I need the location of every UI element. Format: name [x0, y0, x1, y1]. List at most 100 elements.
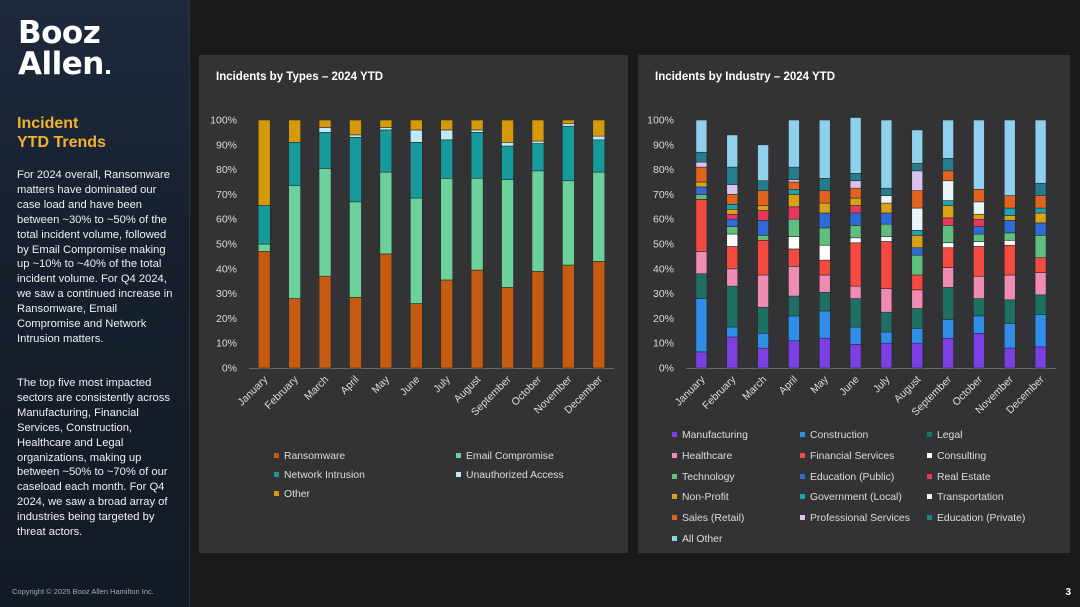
bar-segment-professional-services-august: [911, 170, 924, 191]
bar-segment-network-intrusion-november: [562, 125, 575, 182]
bar-segment-ransomware-february: [288, 298, 301, 369]
bar-segment-education-private-march: [757, 180, 769, 191]
legend-label: Sales (Retail): [682, 513, 745, 525]
bar-segment-education-private-february: [726, 166, 739, 185]
y-tick-label: 60%: [216, 214, 237, 226]
y-tick-label: 60%: [653, 214, 674, 226]
legend-swatch: [927, 452, 932, 458]
bar-segment-real-estate-october: [973, 218, 985, 227]
y-tick-label: 40%: [653, 263, 674, 275]
legend-swatch: [927, 515, 932, 521]
bar-segment-other-august: [470, 119, 484, 131]
bar-segment-email-compromise-july: [440, 177, 454, 281]
y-tick-label: 90%: [216, 139, 237, 151]
bar-segment-network-intrusion-march: [318, 132, 332, 169]
bar-segment-consulting-november: [1003, 239, 1016, 246]
legend-item-government-local: Government (Local): [800, 492, 902, 503]
legend-item-ransomware: Ransomware: [274, 451, 345, 462]
bar-segment-email-compromise-october: [531, 170, 545, 272]
bar-segment-email-compromise-december: [592, 171, 606, 262]
bar-segment-network-intrusion-february: [288, 142, 301, 187]
bar-segment-non-profit-may: [818, 202, 831, 214]
bar-segment-technology-march: [757, 235, 769, 241]
sidebar-title-line2: YTD Trends: [17, 134, 106, 151]
bar-segment-manufacturing-february: [726, 336, 739, 369]
bar-segment-construction-may: [818, 310, 831, 339]
bar-segment-unauthorized-access-august: [470, 129, 484, 133]
legend-swatch: [800, 432, 805, 437]
bar-segment-education-private-august: [911, 163, 924, 172]
bar-segment-education-public-may: [818, 212, 831, 229]
bar-segment-education-public-october: [973, 226, 985, 235]
bar-segment-construction-july: [880, 331, 893, 344]
bar-segment-government-local-september: [942, 200, 954, 206]
legend-label: Consulting: [937, 450, 987, 462]
bar-segment-all-other-july: [880, 119, 893, 189]
bar-segment-healthcare-november: [1003, 274, 1016, 301]
bar-segment-education-public-february: [726, 218, 739, 227]
bar-segment-education-public-november: [1003, 220, 1016, 234]
legend-item-education-public: Education (Public): [800, 472, 894, 483]
y-tick-label: 30%: [216, 288, 237, 300]
legend-item-other: Other: [274, 489, 310, 500]
legend-item-transportation: Transportation: [927, 492, 1004, 503]
bar-segment-ransomware-january: [257, 251, 271, 369]
bar-segment-construction-march: [757, 332, 769, 349]
bar-segment-professional-services-june: [849, 180, 862, 189]
bar-segment-legal-march: [757, 306, 769, 334]
bar-segment-manufacturing-january: [695, 351, 708, 369]
bar-segment-education-private-may: [818, 177, 831, 191]
bar-segment-other-may: [379, 119, 393, 128]
bar-segment-unauthorized-access-october: [531, 140, 545, 144]
legend-label: Construction: [810, 430, 869, 441]
legend-swatch: [672, 515, 677, 521]
x-tick-label: February: [700, 373, 739, 412]
bar-segment-education-public-june: [849, 212, 862, 226]
bar-segment-manufacturing-april: [788, 340, 800, 369]
bar-segment-healthcare-august: [911, 289, 924, 309]
legend-label: Unauthorized Access: [466, 470, 564, 481]
bar-segment-unauthorized-access-july: [440, 129, 454, 141]
bar-segment-construction-february: [726, 326, 739, 338]
y-tick-label: 50%: [653, 239, 674, 251]
bar-segment-consulting-april: [788, 236, 800, 250]
bar-segment-other-january: [257, 119, 271, 206]
bar-segment-non-profit-march: [757, 205, 769, 211]
bar-segment-technology-may: [818, 227, 831, 246]
bar-segment-network-intrusion-august: [470, 132, 484, 179]
legend-label: Healthcare: [682, 450, 733, 462]
bar-segment-government-local-february: [726, 204, 739, 210]
bar-segment-financial-services-may: [818, 259, 831, 276]
legend-swatch: [672, 473, 677, 479]
bar-segment-non-profit-june: [849, 197, 862, 206]
bar-segment-manufacturing-december: [1034, 346, 1047, 369]
bar-segment-healthcare-july: [880, 288, 893, 313]
bar-segment-email-compromise-february: [288, 185, 301, 299]
bar-segment-all-other-february: [726, 134, 739, 168]
legend-item-all-other: All Other: [672, 534, 722, 545]
bar-segment-all-other-october: [973, 119, 985, 190]
bar-segment-consulting-july: [880, 236, 893, 242]
sidebar-paragraph-types: For 2024 overall, Ransomware matters hav…: [17, 169, 173, 345]
bar-segment-non-profit-october: [973, 213, 985, 220]
y-tick-label: 30%: [653, 288, 674, 300]
y-tick-label: 50%: [216, 239, 237, 251]
y-tick-label: 100%: [647, 115, 674, 127]
legend-label: Education (Private): [937, 513, 1026, 525]
logo-line2: Allen: [18, 49, 128, 80]
bar-segment-other-october: [531, 119, 545, 142]
bar-segment-email-compromise-august: [470, 177, 484, 271]
bar-segment-education-private-september: [942, 158, 954, 172]
y-tick-label: 20%: [653, 313, 674, 325]
bar-segment-all-other-december: [1034, 119, 1047, 184]
legend-label: Manufacturing: [682, 430, 748, 441]
bar-segment-email-compromise-may: [379, 171, 393, 255]
bar-segment-legal-may: [818, 292, 831, 312]
bar-segment-financial-services-february: [726, 246, 739, 270]
bar-segment-ransomware-october: [531, 270, 545, 369]
bar-segment-legal-december: [1034, 294, 1047, 315]
bar-segment-unauthorized-access-june: [409, 129, 423, 143]
bar-segment-sales-retail-march: [757, 190, 769, 206]
page-number: 3: [1065, 587, 1071, 598]
bar-segment-sales-retail-may: [818, 190, 831, 204]
